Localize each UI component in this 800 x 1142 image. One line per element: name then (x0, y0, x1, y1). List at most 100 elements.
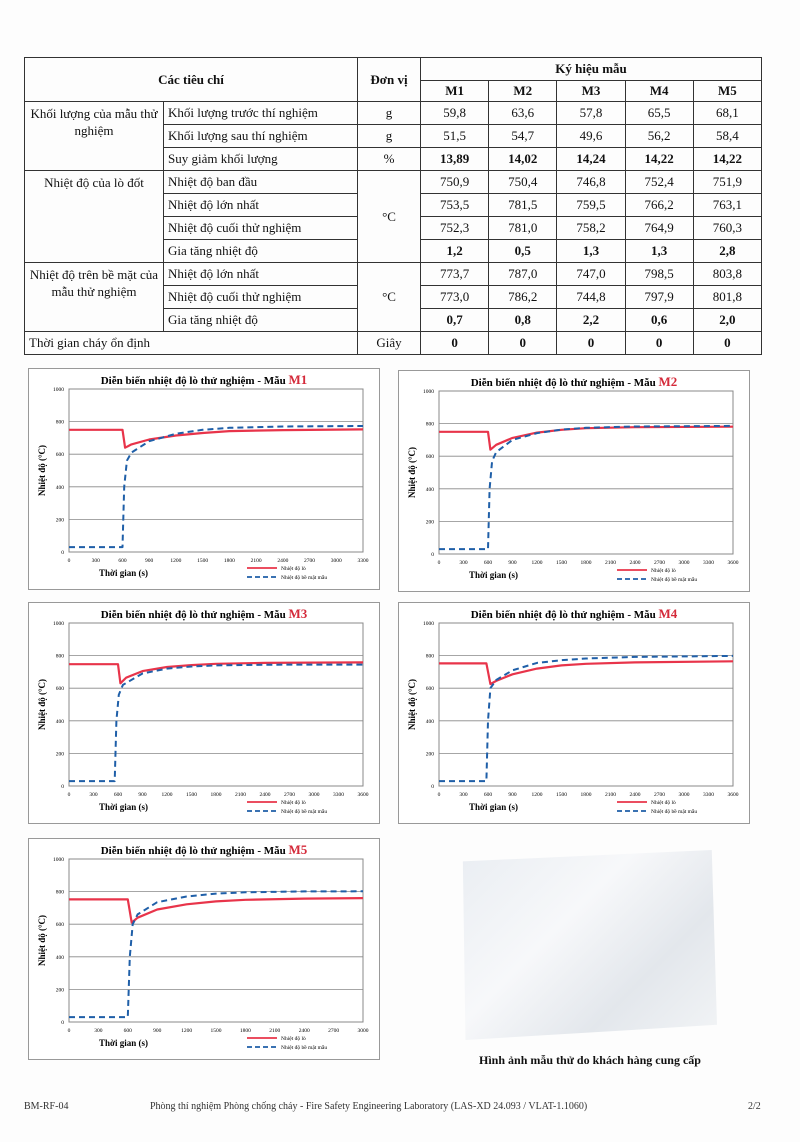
table-row: Nhiệt độ của lò đốt Nhiệt độ ban đầu °C 750… (24, 170, 763, 263)
x-tick-label: 2700 (654, 792, 665, 798)
y-tick-label: 1000 (53, 387, 64, 393)
plot-area (68, 388, 364, 553)
table-cell: 744,8 (556, 285, 626, 309)
y-tick-label: 0 (431, 784, 434, 790)
chart-title: Diễn biến nhiệt độ lò thử nghiệm - Mẫu M… (101, 372, 308, 387)
x-tick-label: 300 (459, 792, 468, 798)
table-cell: 752,3 (419, 216, 490, 240)
form-code: BM-RF-04 (24, 1101, 69, 1112)
x-tick-label: 2100 (605, 560, 616, 566)
table-cell: 58,4 (692, 124, 763, 148)
chart-m5: Diễn biến nhiệt độ lò thử nghiệm - Mẫu M… (28, 838, 380, 1060)
table-cell: 764,9 (624, 216, 694, 240)
chart-sample-label: M3 (289, 606, 308, 621)
table-cell: Suy giảm khối lượng (163, 147, 358, 171)
table-cell: Nhiệt độ ban đầu (163, 170, 358, 194)
table-cell: °C (357, 170, 421, 263)
table-cell: Các tiêu chí (24, 57, 358, 102)
y-tick-label: 1000 (53, 621, 64, 627)
y-tick-label: 1000 (423, 621, 434, 627)
x-tick-label: 1800 (211, 792, 222, 798)
y-tick-label: 0 (61, 1020, 64, 1026)
table-cell: Khối lượng trước thí nghiệm (163, 101, 358, 125)
sample-photo (462, 850, 717, 1040)
x-tick-label: 1800 (581, 560, 592, 566)
table-cell: 803,8 (692, 262, 763, 286)
x-tick-label: 0 (68, 792, 71, 798)
table-row: Suy giảm khối lượng% 13,89 14,02 14,24 14,22… (25, 147, 763, 171)
x-tick-label: 600 (118, 558, 127, 564)
table-cell: 781,5 (488, 193, 558, 217)
x-tick-label: 3300 (703, 792, 714, 798)
x-tick-label: 1500 (556, 560, 567, 566)
y-axis-label: Nhiệt độ (°C) (407, 679, 417, 730)
x-tick-label: 900 (508, 560, 517, 566)
x-tick-label: 3600 (728, 792, 739, 798)
x-axis-label: Thời gian (s) (99, 802, 148, 812)
x-tick-label: 0 (68, 558, 71, 564)
y-tick-label: 600 (56, 452, 65, 458)
x-axis-label: Thời gian (s) (469, 802, 518, 812)
x-tick-label: 1200 (532, 560, 543, 566)
plot-area (438, 390, 734, 555)
x-tick-label: 3300 (358, 558, 369, 564)
table-cell: M1 (419, 80, 490, 102)
table-cell: 763,1 (692, 193, 763, 217)
table-cell: 0,5 (488, 239, 558, 263)
x-tick-label: 600 (124, 1028, 133, 1034)
series-line-furnace (69, 661, 364, 685)
table-cell: 760,3 (692, 216, 763, 240)
table-cell: 781,0 (488, 216, 558, 240)
y-tick-label: 200 (56, 751, 65, 757)
y-axis-label: Nhiệt độ (°C) (37, 445, 47, 496)
x-tick-label: 3000 (331, 558, 342, 564)
header-row: M1 M2 M3 M4 M5 (25, 80, 763, 102)
x-tick-label: 2400 (260, 792, 271, 798)
table-cell: 54,7 (488, 124, 558, 148)
table-cell: Nhiệt độ lớn nhất (163, 193, 358, 217)
chart-title-text: Diễn biến nhiệt độ lò thử nghiệm - Mẫu (101, 609, 289, 621)
x-tick-label: 3000 (309, 792, 320, 798)
x-tick-label: 1500 (211, 1028, 222, 1034)
y-axis-label: Nhiệt độ (°C) (407, 447, 417, 498)
table-cell: Nhiệt độ trên bề mặt của mẫu thử nghiệm (24, 262, 164, 332)
y-tick-label: 0 (61, 550, 64, 556)
table-cell: g (357, 124, 421, 148)
chart-title-text: Diễn biến nhiệt độ lò thử nghiệm - Mẫu (101, 845, 289, 857)
y-tick-label: 600 (426, 686, 435, 692)
table-cell: 14,22 (692, 147, 763, 171)
x-tick-label: 2400 (630, 792, 641, 798)
x-tick-label: 1200 (170, 558, 181, 564)
series-line-furnace (69, 897, 364, 924)
table-cell: 0,6 (624, 308, 694, 332)
x-tick-label: 600 (114, 792, 123, 798)
x-tick-label: 1200 (181, 1028, 192, 1034)
table-cell: 773,0 (419, 285, 490, 309)
table-cell: 2,2 (556, 308, 626, 332)
table-cell: Khối lượng của mẫu thử nghiệm (24, 101, 164, 171)
y-tick-label: 200 (426, 751, 435, 757)
table-cell: 1,2 (419, 239, 490, 263)
x-tick-label: 2700 (654, 560, 665, 566)
chart-sample-label: M4 (659, 606, 678, 621)
series-line-surface (69, 890, 364, 1019)
page-number: 2/2 (748, 1101, 761, 1112)
table-row: Gia tăng nhiệt độ 0,7 0,8 2,2 0,6 2,0 (25, 308, 763, 332)
x-tick-label: 1200 (532, 792, 543, 798)
x-tick-label: 1800 (240, 1028, 251, 1034)
table-cell: 14,02 (488, 147, 558, 171)
table-cell: Gia tăng nhiệt độ (163, 239, 358, 263)
chart-sample-label: M5 (289, 842, 308, 857)
series-line-surface (439, 654, 734, 783)
table-cell: 2,8 (692, 239, 763, 263)
table-cell: Nhiệt độ cuối thử nghiệm (163, 216, 358, 240)
table-cell: M4 (624, 80, 694, 102)
y-tick-label: 800 (56, 420, 65, 426)
x-axis-label: Thời gian (s) (99, 568, 148, 578)
table-cell: 1,3 (624, 239, 694, 263)
x-axis-label: Thời gian (s) (99, 1038, 148, 1048)
y-tick-label: 800 (426, 422, 435, 428)
table-cell: 758,2 (556, 216, 626, 240)
x-tick-label: 3300 (703, 560, 714, 566)
